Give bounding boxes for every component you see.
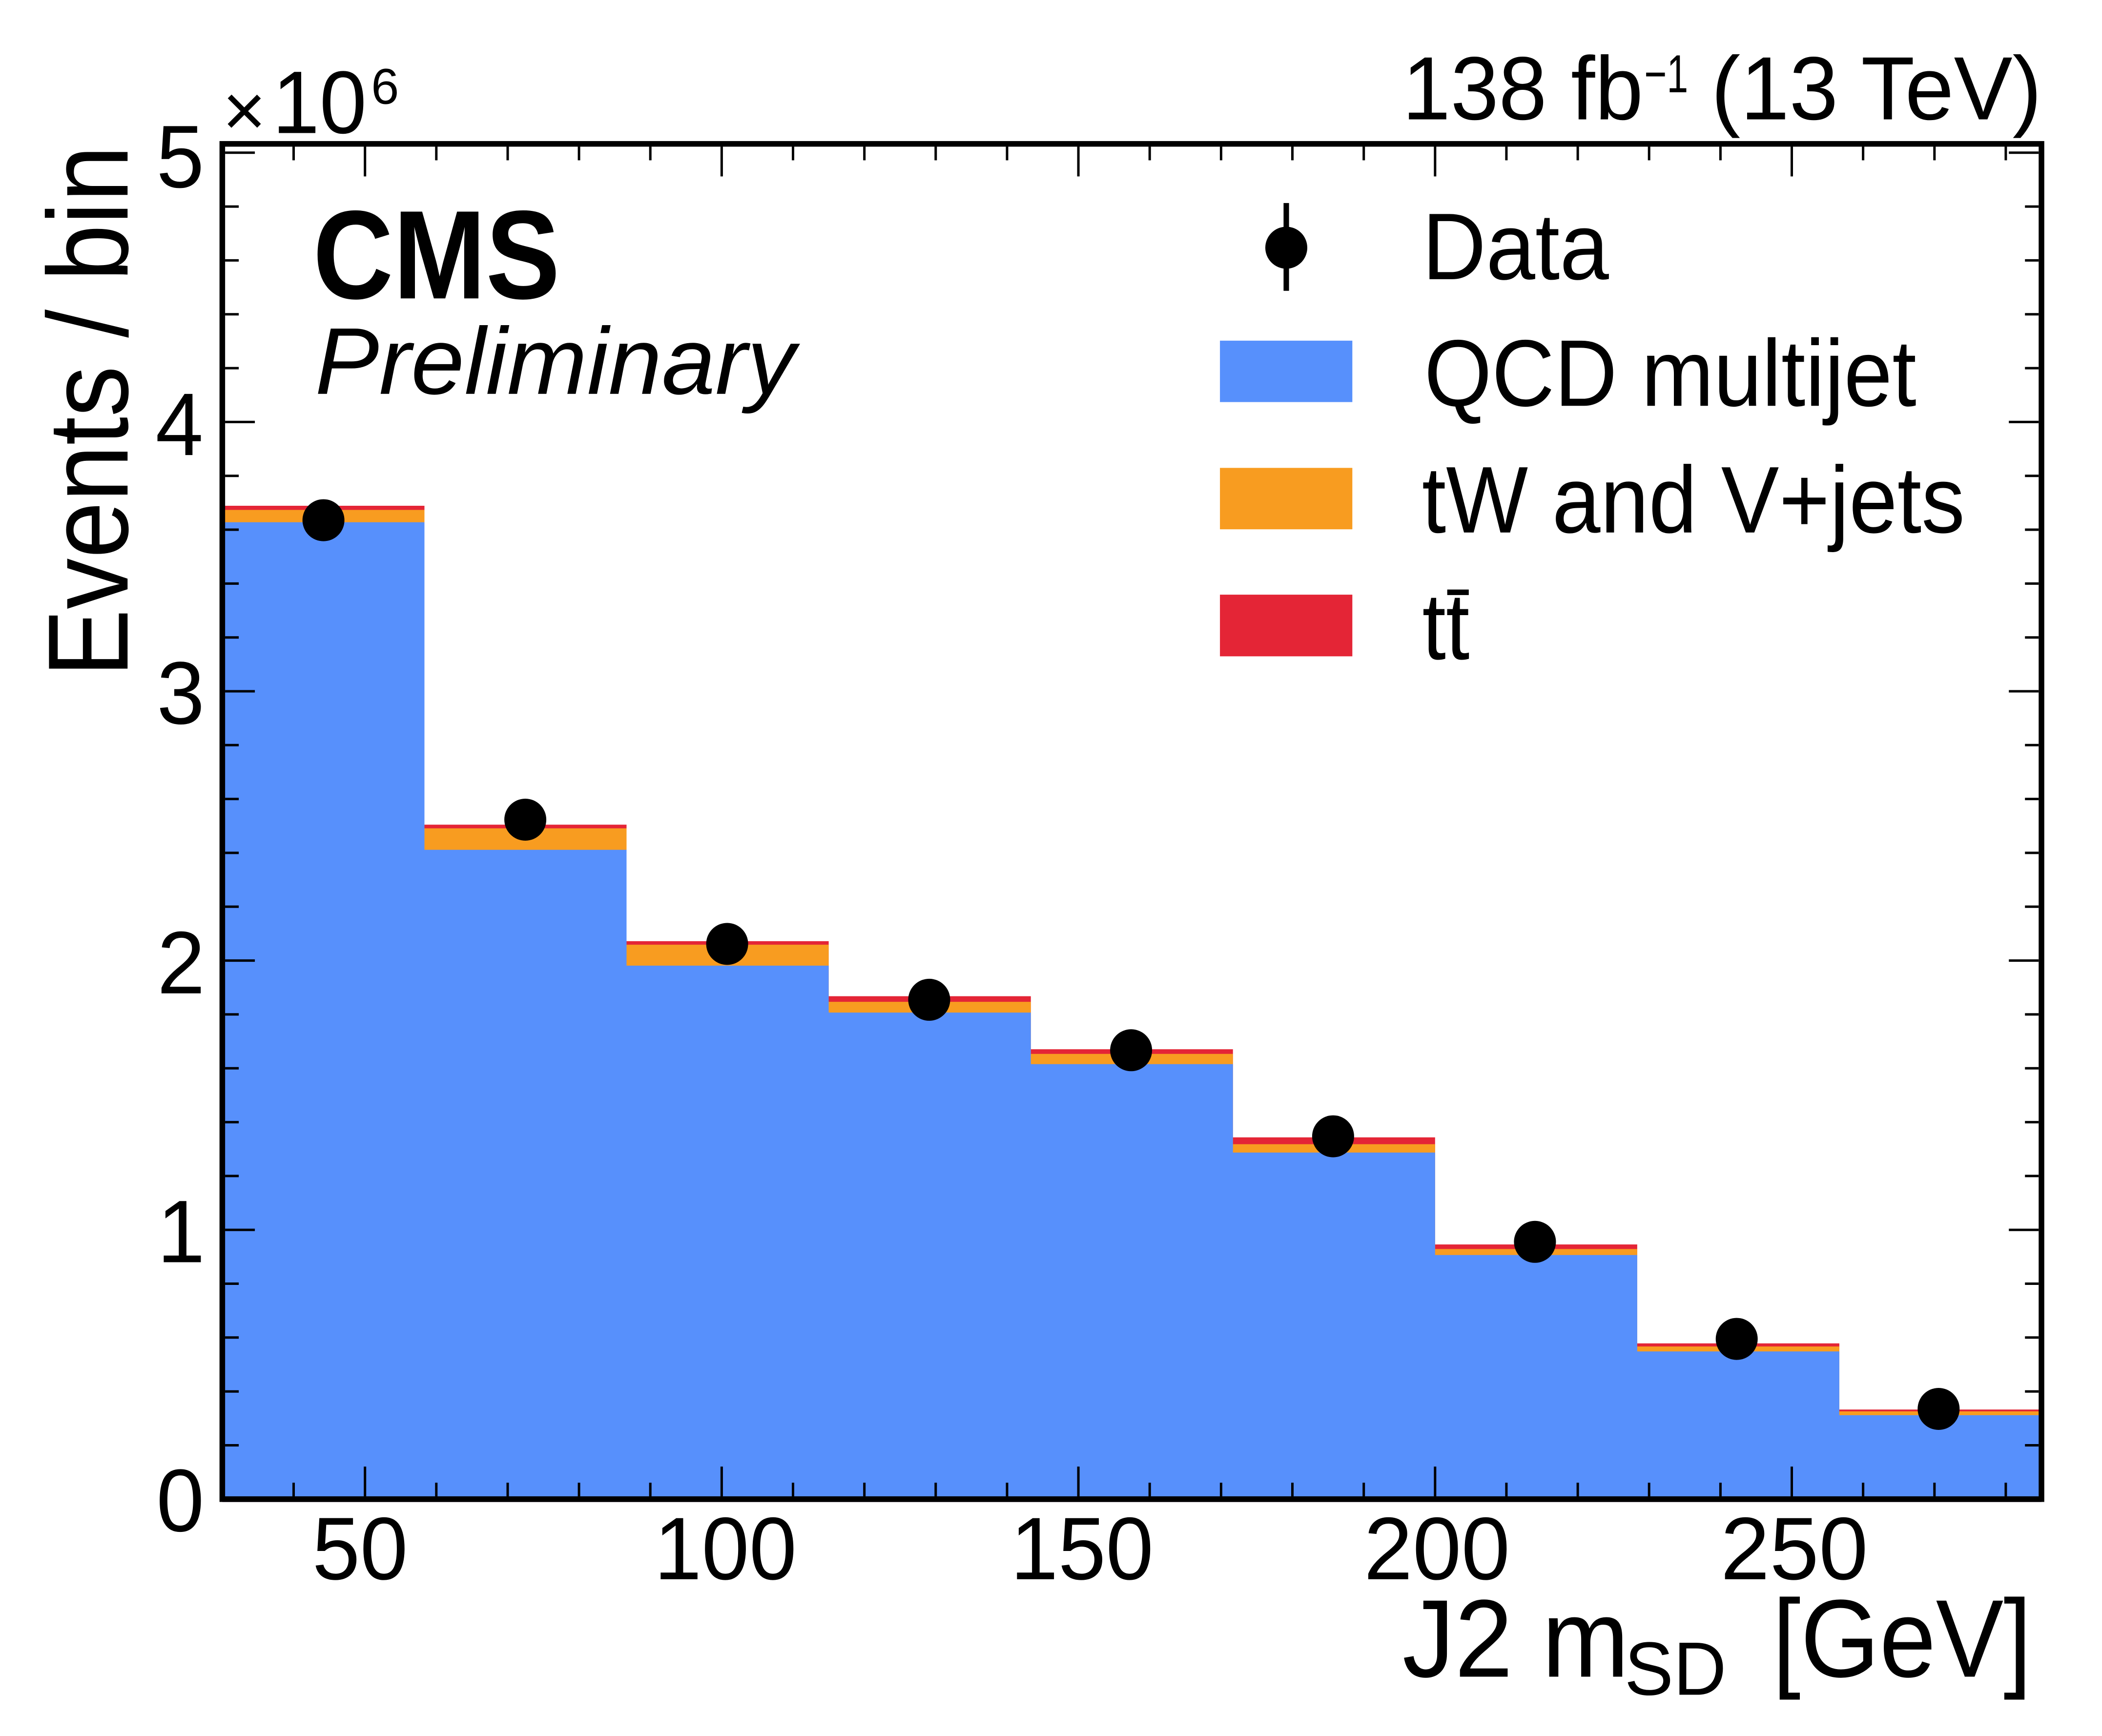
svg-text:Preliminary: Preliminary	[315, 309, 800, 414]
svg-text:138 fb: 138 fb	[1402, 39, 1643, 139]
svg-text:6: 6	[371, 59, 399, 115]
svg-text:tW and V+jets: tW and V+jets	[1422, 448, 1965, 553]
svg-text:×: ×	[223, 69, 266, 152]
svg-text:3: 3	[157, 643, 205, 743]
svg-text:150: 150	[1010, 1499, 1154, 1598]
svg-text:Events / bin: Events / bin	[24, 145, 152, 677]
svg-text:250: 250	[1721, 1499, 1868, 1598]
svg-text:Data: Data	[1422, 193, 1609, 299]
svg-text:SD: SD	[1625, 1627, 1727, 1711]
svg-text:−1: −1	[1644, 44, 1688, 103]
svg-text:5: 5	[156, 107, 204, 206]
svg-text:0: 0	[156, 1451, 204, 1550]
svg-text:CMS: CMS	[313, 185, 560, 326]
svg-text:100: 100	[654, 1499, 797, 1598]
svg-text:200: 200	[1364, 1499, 1510, 1598]
svg-text:4: 4	[156, 374, 204, 474]
svg-text:[GeV]: [GeV]	[1772, 1577, 2032, 1700]
svg-text:10: 10	[272, 53, 367, 152]
svg-text:J2 m: J2 m	[1402, 1576, 1629, 1700]
svg-text:1: 1	[157, 1182, 205, 1281]
svg-text:2: 2	[157, 913, 205, 1012]
svg-text:(13 TeV): (13 TeV)	[1711, 38, 2041, 139]
svg-text:QCD multijet: QCD multijet	[1424, 321, 1917, 426]
svg-text:50: 50	[312, 1499, 408, 1598]
